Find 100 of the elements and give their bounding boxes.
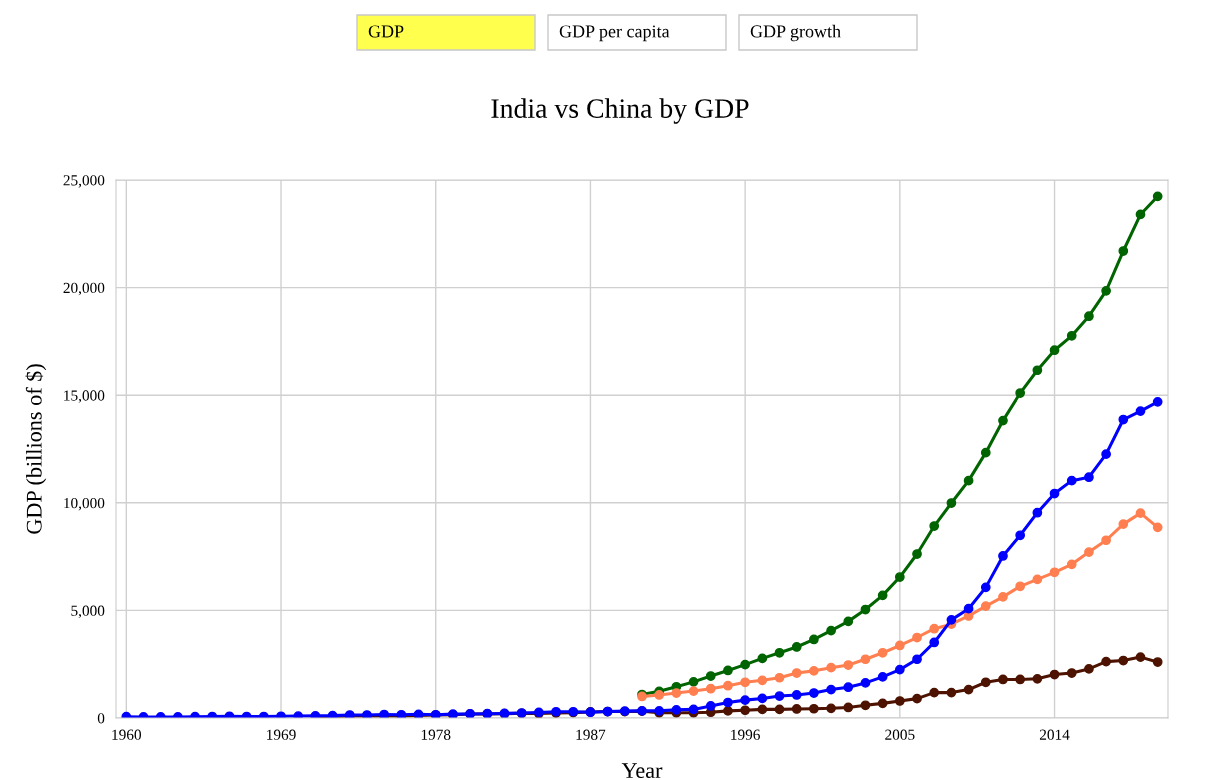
point: [1118, 519, 1129, 529]
point: [860, 604, 871, 615]
point: [946, 687, 957, 698]
point: [826, 625, 836, 636]
point: [791, 704, 802, 714]
point: [1032, 574, 1043, 585]
point: [740, 659, 750, 670]
point: [705, 683, 716, 694]
point: [963, 475, 974, 486]
chart-title: India vs China by GDP: [491, 98, 749, 124]
point: [826, 662, 836, 673]
point: [929, 623, 940, 634]
point: [894, 696, 905, 706]
point: [1101, 285, 1111, 296]
point: [1118, 246, 1129, 256]
point: [705, 671, 716, 681]
point: [963, 684, 974, 695]
text: GDP: [368, 25, 404, 38]
point: [998, 415, 1008, 426]
point: [1152, 657, 1163, 667]
text: GDP per capita: [559, 25, 670, 42]
point: [1049, 669, 1060, 680]
point: [1015, 581, 1026, 592]
point: [1101, 656, 1111, 667]
point: [860, 700, 871, 711]
point: [791, 642, 802, 652]
point: [740, 705, 750, 716]
y-tick-label: 15,000: [64, 390, 105, 403]
point: [1101, 535, 1111, 546]
point: [1032, 365, 1043, 376]
point: [1015, 388, 1026, 398]
point: [688, 686, 699, 696]
point: [1135, 209, 1146, 220]
point: [1152, 522, 1163, 533]
point: [843, 702, 854, 713]
x-tick-label: 1969: [267, 729, 296, 740]
x-tick-label: 1960: [112, 729, 142, 740]
point: [1066, 559, 1077, 570]
point: [912, 632, 922, 643]
x-tick-label: 1996: [731, 729, 760, 740]
point: [809, 666, 819, 676]
point: [654, 690, 665, 700]
point: [980, 677, 991, 688]
point: [1066, 330, 1077, 341]
point: [723, 665, 733, 676]
point: [688, 676, 699, 687]
x-tick-label: 1978: [421, 729, 451, 740]
point: [877, 590, 888, 601]
y-tick-label: 20,000: [63, 282, 105, 296]
point: [998, 591, 1008, 602]
point: [740, 677, 750, 688]
y-tick-label: 0: [97, 713, 105, 724]
point: [843, 616, 854, 627]
point: [809, 634, 819, 645]
point: [1066, 668, 1077, 678]
point: [1152, 191, 1163, 202]
point: [1032, 673, 1043, 684]
point: [980, 447, 991, 458]
point: [1135, 508, 1146, 518]
point: [929, 521, 940, 531]
point: [723, 706, 733, 716]
x-tick-label: 2005: [885, 729, 915, 740]
x-tick-label: 2014: [1039, 729, 1070, 740]
point: [723, 680, 733, 691]
text: GDP growth: [750, 24, 841, 42]
point: [998, 674, 1008, 685]
point: [1135, 652, 1146, 662]
point: [757, 675, 768, 686]
x-tick-label: 1987: [576, 729, 606, 740]
point: [1084, 664, 1094, 674]
point: [1084, 547, 1094, 557]
point: [1015, 674, 1026, 685]
point: [791, 668, 802, 678]
point: [757, 704, 768, 715]
point: [671, 688, 682, 698]
point: [1049, 345, 1060, 356]
point: [946, 498, 957, 508]
point: [860, 654, 871, 665]
point: [1049, 567, 1060, 578]
point: [1084, 311, 1094, 322]
point: [877, 647, 888, 658]
y-tick-label: 10,000: [64, 497, 105, 511]
y-tick-label: 5,000: [71, 605, 105, 619]
point: [894, 572, 905, 582]
point: [894, 640, 905, 651]
point: [809, 703, 819, 714]
y-axis-title: GDP (billions of $): [25, 364, 47, 534]
point: [826, 703, 836, 714]
point: [929, 687, 940, 698]
point: [912, 693, 922, 704]
point: [912, 549, 922, 559]
point: [774, 647, 785, 658]
y-tick-label: 25,000: [63, 175, 105, 188]
point: [774, 704, 785, 715]
x-axis-title: Year: [621, 763, 663, 779]
point: [843, 660, 854, 670]
point: [980, 601, 991, 611]
point: [757, 653, 768, 664]
point: [877, 698, 888, 709]
point: [1118, 655, 1129, 666]
